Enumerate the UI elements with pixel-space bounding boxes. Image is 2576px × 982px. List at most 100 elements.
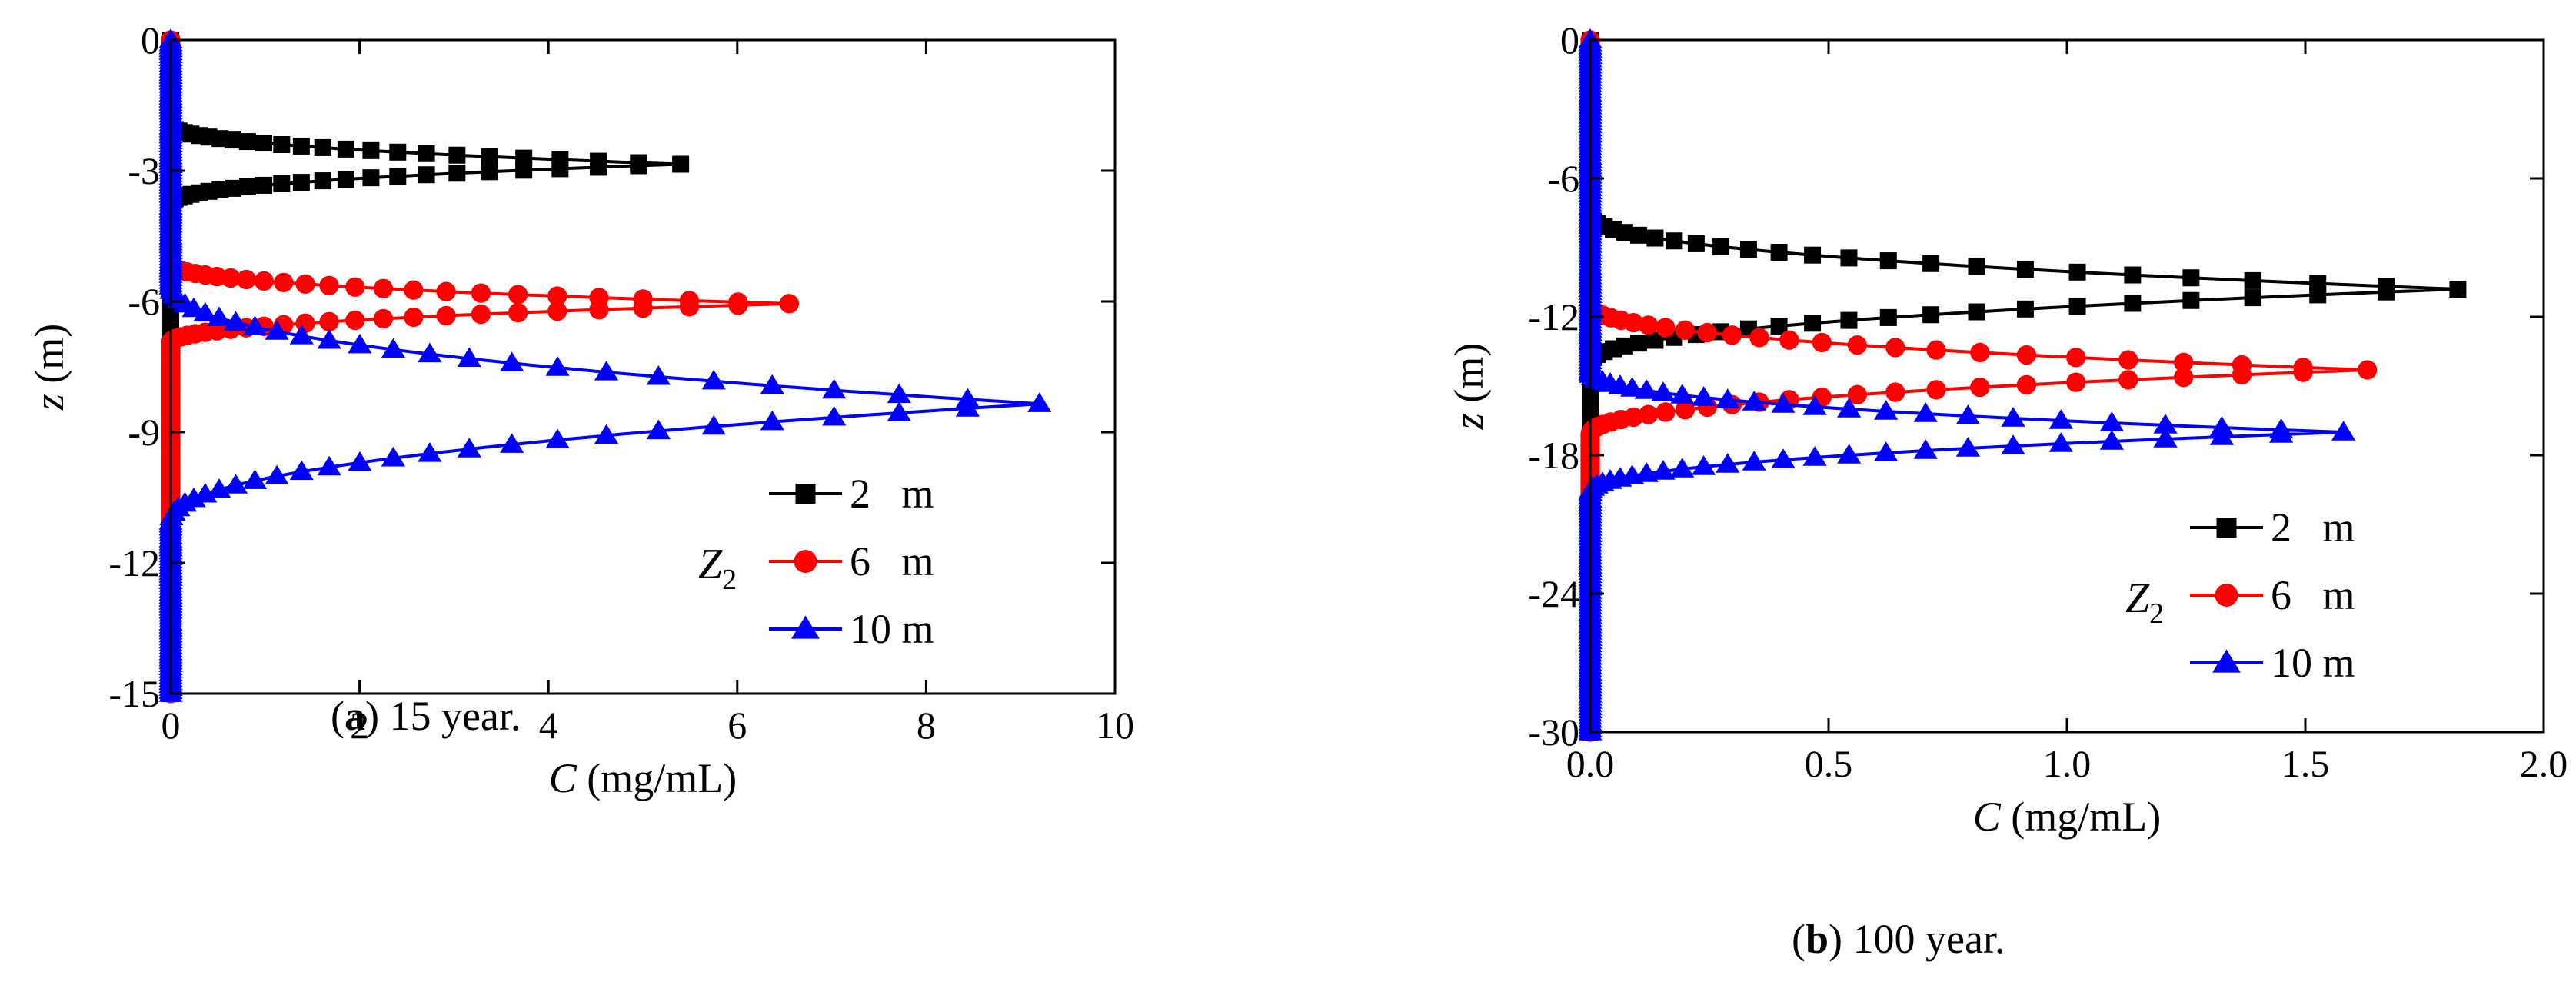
series-1-point-197	[1638, 404, 1659, 424]
series-0-point-232	[389, 168, 407, 185]
y-tick-label: -12	[1528, 295, 1579, 338]
series-0-point-214	[2068, 263, 2086, 281]
series-0-point-222	[273, 175, 291, 192]
y-axis-label: z (m)	[26, 324, 72, 411]
legend-label-2: 10 m	[850, 606, 934, 652]
x-tick-label: 6	[727, 704, 747, 747]
series-2-point-165	[317, 328, 341, 349]
series-0-point-214	[211, 181, 229, 198]
series-2-point-232	[2209, 425, 2235, 445]
series-2-point-212	[1771, 448, 1796, 468]
legend-marker-2	[791, 615, 820, 639]
y-tick-label: -12	[108, 541, 160, 584]
series-1-point-227	[373, 278, 394, 298]
y-tick-label: -3	[128, 149, 160, 192]
series-1-point-222	[2066, 348, 2086, 368]
series-2-point-186	[760, 410, 784, 431]
series-2-point-222	[1955, 437, 1980, 457]
series-0-point-217	[238, 133, 256, 151]
legend: 2 m 6 m 10 m Z2	[698, 471, 934, 652]
series-1-point-217	[254, 271, 274, 291]
series-0-point-215	[2068, 298, 2086, 315]
series-1-point-214	[1885, 338, 1905, 358]
x-tick-label: 2.0	[2520, 742, 2568, 785]
series-1-point-220	[2016, 345, 2037, 365]
x-axis-label: C (mg/mL)	[549, 755, 737, 801]
series-0-point-219	[255, 135, 273, 152]
series-0-point-202	[1804, 246, 1822, 264]
legend-group-label: Z2	[2125, 574, 2164, 630]
series-2-point-169	[381, 338, 406, 358]
series-1-point-226	[2174, 352, 2194, 372]
series-0-point-218	[2182, 269, 2200, 287]
series-2-point-218	[1874, 441, 1899, 461]
series-2-point-207	[1716, 388, 1740, 408]
series-1-point-225	[345, 277, 365, 297]
series-2-point-203	[1670, 384, 1695, 404]
series-1-point-198	[1656, 318, 1676, 338]
series-1-point-219	[1970, 377, 1990, 398]
legend-label-1: 6 m	[850, 538, 934, 584]
series-2-point-179	[594, 361, 619, 381]
series-2-point-172	[418, 442, 442, 462]
series-1	[1580, 30, 2378, 742]
chart-panel-a: 0 2 4 6 8 10 0 -3 -6 -9 -12 -15 C (mg/mL) z (m) 2 m 6 m…	[26, 18, 1134, 801]
series-1-point-231	[2293, 362, 2313, 382]
y-tick-label: 0	[141, 18, 160, 62]
caption-a-text: 15 year.	[378, 693, 521, 739]
series-1-point-223	[2066, 372, 2086, 392]
series-0-point-215	[225, 131, 242, 149]
series-2-point-166	[317, 455, 341, 476]
series-0-point-211	[1968, 303, 1985, 321]
series-2-point-197	[1620, 377, 1645, 397]
y-tick-label: -18	[1528, 434, 1579, 477]
series-0-point-205	[1840, 311, 1858, 329]
series-2-point-167	[348, 333, 372, 354]
series-1-point-213	[221, 268, 241, 288]
series-1-point-223	[319, 275, 339, 295]
series-1-point-240	[589, 300, 609, 320]
series-2-point-208	[1716, 453, 1740, 473]
series-1-point-215	[236, 269, 256, 290]
series-2-point-209	[1742, 391, 1766, 411]
x-tick-label: 4	[539, 704, 558, 747]
series-2-point-235	[2331, 421, 2356, 441]
series-0-point-233	[418, 145, 435, 162]
series-0-point-207	[1879, 308, 1897, 326]
series-1-point-212	[1847, 335, 1867, 355]
series-1-point-237	[547, 286, 567, 306]
series-1-point-229	[2232, 365, 2252, 385]
x-tick-label: 8	[917, 704, 936, 747]
series-1-point-233	[471, 283, 491, 303]
series-1-point-199	[1656, 402, 1676, 422]
series-1-point-202	[1697, 322, 1717, 343]
series-0-point-213	[211, 130, 229, 148]
series-1-point-235	[508, 285, 528, 305]
y-tick-label: 0	[1560, 18, 1579, 62]
legend-label-1: 6 m	[2271, 572, 2355, 618]
series-2-point-159	[242, 315, 268, 335]
series-2-point-215	[1837, 398, 1862, 418]
series-0-point-221	[273, 136, 291, 153]
series-2-point-199	[1634, 379, 1659, 399]
series-0-point-220	[2244, 271, 2261, 289]
series-0-point-187	[1616, 337, 1633, 355]
series-0-point-240	[515, 161, 533, 179]
series-2-point-161	[265, 320, 289, 340]
series-2-point-227	[2099, 411, 2124, 431]
series-2-point-216	[1837, 444, 1862, 464]
series-1-point-210	[1812, 332, 1832, 353]
series-2-point-168	[348, 451, 372, 471]
x-axis-label: C (mg/mL)	[1973, 794, 2162, 840]
chart-panel-b: 0.0 0.5 1.0 1.5 2.0 0 -6 -12 -18 -24 -30 C (mg/mL) z…	[1446, 18, 2568, 840]
series-1-point-213	[1847, 384, 1867, 404]
series-1-point-231	[436, 281, 456, 301]
series-0-point-230	[362, 169, 380, 187]
series-0-point-234	[418, 166, 435, 184]
series-0-point-238	[481, 163, 498, 181]
series-2-point-188	[822, 405, 847, 426]
series-0-point-192	[1666, 232, 1683, 250]
series-0-point-216	[2124, 266, 2142, 284]
x-tick-label: 0	[161, 704, 181, 747]
plot-frame	[1589, 38, 2545, 734]
